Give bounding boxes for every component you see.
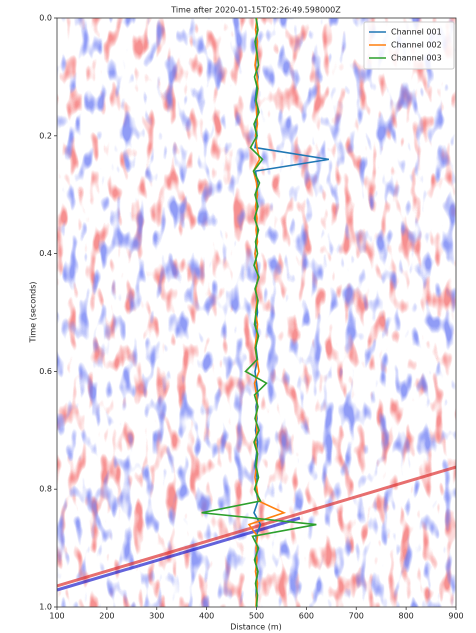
x-tick-label: 300 [149, 612, 164, 621]
y-tick-label: 0.0 [39, 14, 52, 23]
y-tick-label: 1.0 [39, 603, 52, 612]
x-axis-label: Distance (m) [230, 623, 282, 632]
x-tick-label: 200 [99, 612, 114, 621]
x-tick-label: 100 [49, 612, 64, 621]
x-tick-label: 900 [448, 612, 463, 621]
legend-label: Channel 001 [391, 28, 442, 37]
channel-trace [201, 18, 317, 607]
x-tick-label: 500 [249, 612, 264, 621]
x-tick-label: 400 [199, 612, 214, 621]
x-tick-label: 800 [398, 612, 413, 621]
legend-label: Channel 002 [391, 41, 442, 50]
legend-label: Channel 003 [391, 54, 442, 63]
y-tick-label: 0.4 [39, 249, 52, 258]
y-tick-label: 0.2 [39, 131, 52, 140]
y-tick-label: 0.6 [39, 367, 52, 376]
legend: Channel 001 Channel 002 Channel 003 [363, 21, 455, 70]
y-axis-label: Time (seconds) [29, 281, 38, 343]
legend-box [363, 21, 455, 70]
x-tick-label: 700 [349, 612, 364, 621]
chart-title: Time after 2020-01-15T02:26:49.598000Z [170, 6, 341, 15]
x-tick-label: 600 [299, 612, 314, 621]
y-tick-label: 0.8 [39, 485, 52, 494]
